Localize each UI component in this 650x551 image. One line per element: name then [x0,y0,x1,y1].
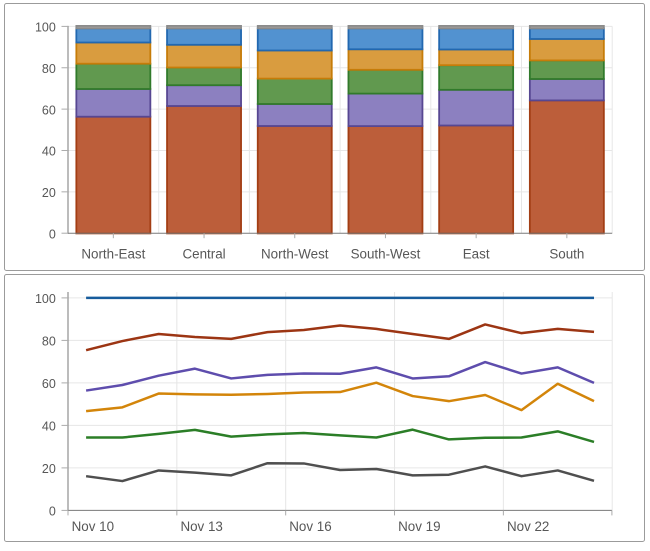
svg-text:0: 0 [49,505,56,519]
svg-text:South-West: South-West [351,247,421,262]
svg-text:Nov 16: Nov 16 [289,519,331,534]
svg-text:60: 60 [42,103,56,117]
svg-text:Central: Central [182,247,225,262]
svg-text:North-West: North-West [261,247,329,262]
svg-text:100: 100 [35,292,56,306]
svg-text:40: 40 [42,420,56,434]
svg-text:60: 60 [42,377,56,391]
svg-text:80: 80 [42,335,56,349]
svg-text:Nov 13: Nov 13 [180,519,222,534]
svg-text:North-East: North-East [81,247,145,262]
svg-text:20: 20 [42,186,56,200]
svg-text:80: 80 [42,62,56,76]
svg-text:40: 40 [42,145,56,159]
svg-text:Nov 22: Nov 22 [507,519,549,534]
svg-text:East: East [463,247,490,262]
svg-text:South: South [549,247,584,262]
svg-text:20: 20 [42,462,56,476]
svg-text:0: 0 [49,227,56,241]
svg-text:Nov 19: Nov 19 [398,519,440,534]
svg-text:Nov 10: Nov 10 [72,519,114,534]
svg-text:100: 100 [35,21,56,35]
